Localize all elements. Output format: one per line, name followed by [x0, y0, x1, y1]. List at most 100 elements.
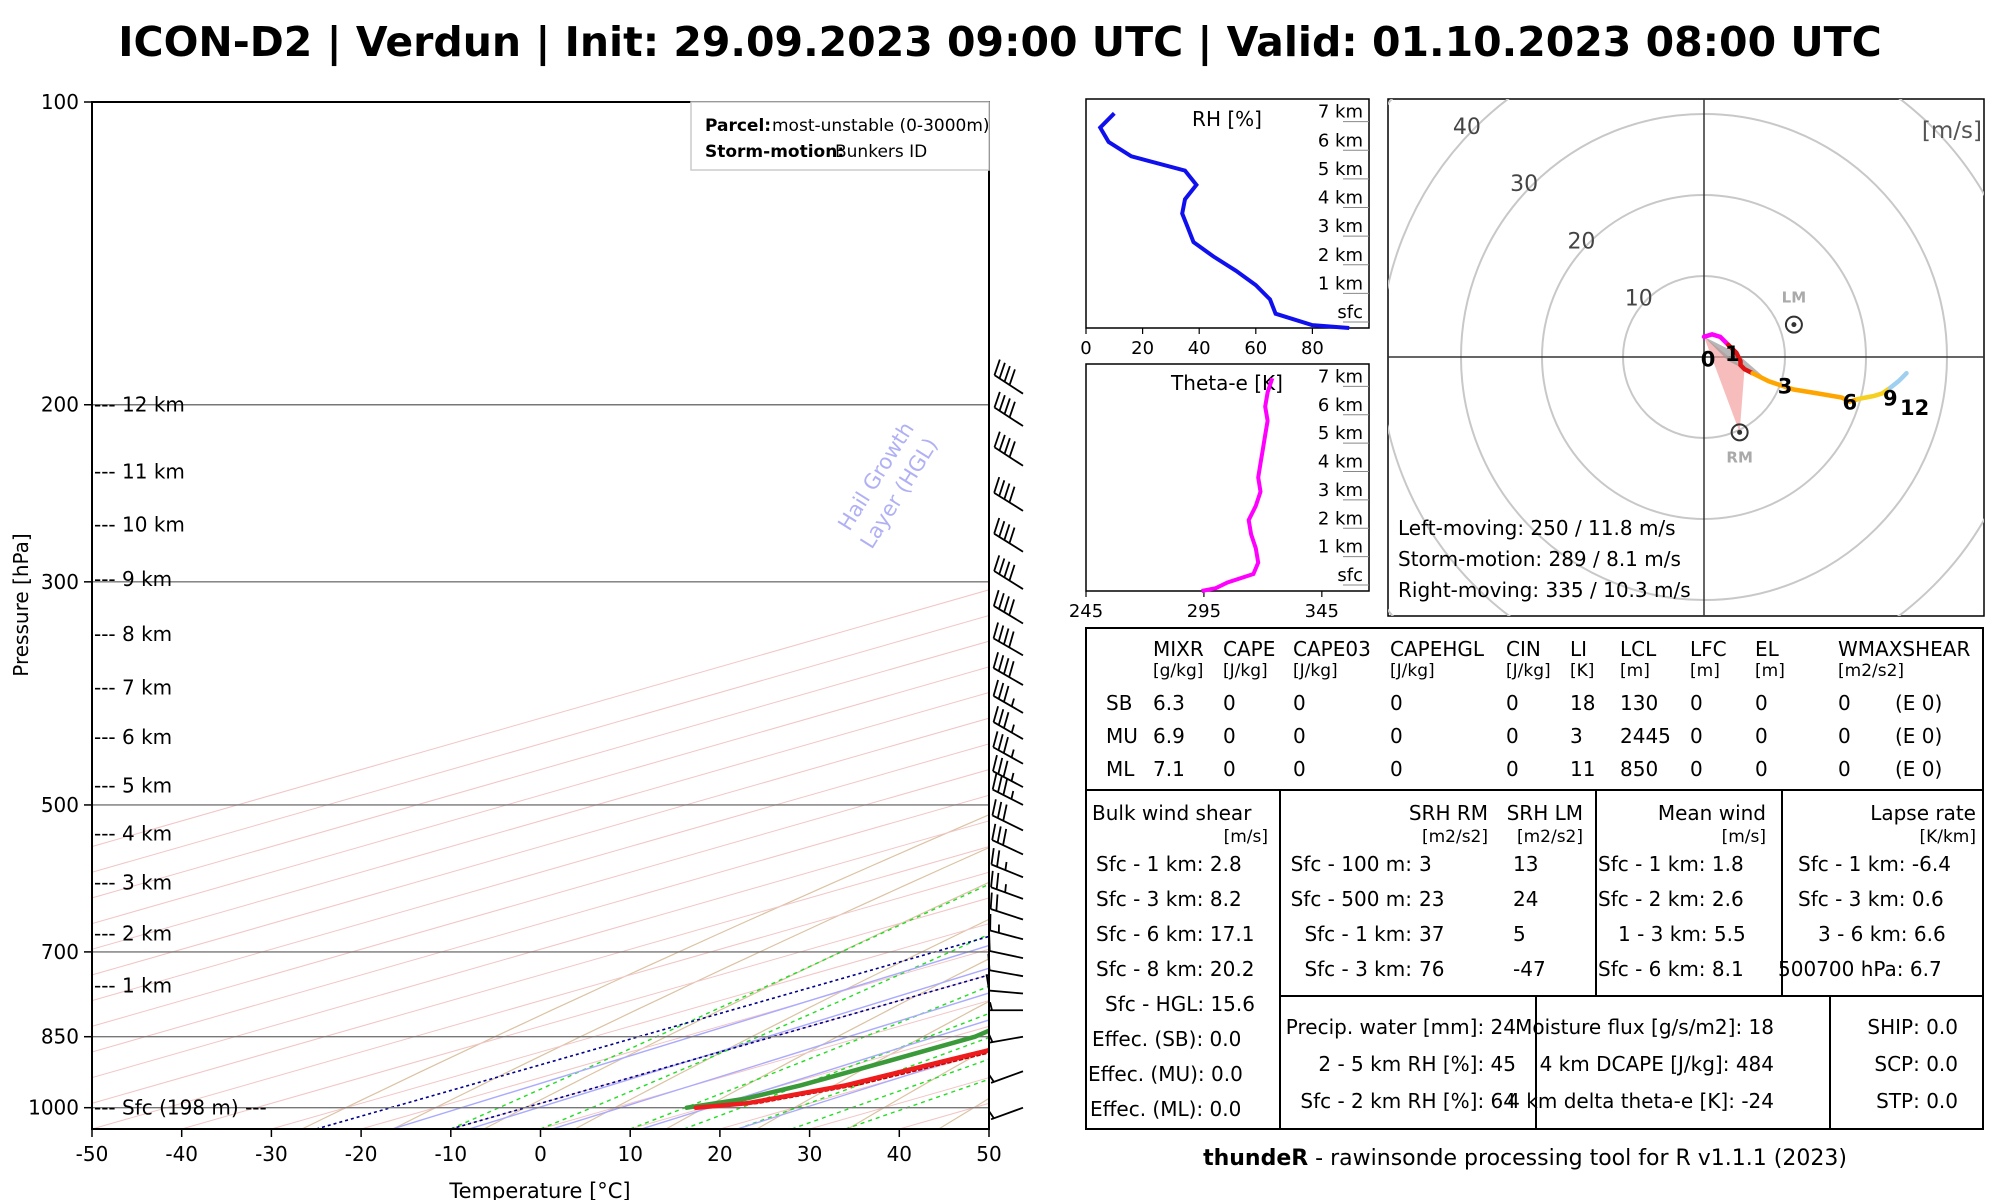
mean-wind-unit: [m/s] — [1722, 827, 1766, 847]
param-column-unit: [m] — [1755, 661, 1785, 681]
moisture-row: 2 - 5 km RH [%]: 45 — [1318, 1052, 1516, 1076]
y-tick-label: 500 — [41, 793, 79, 817]
isotherm — [92, 871, 989, 1129]
wind-barb-flag — [998, 558, 1006, 575]
lapse-rate-row: 3 - 6 km: 6.6 — [1818, 922, 1946, 946]
x-axis-label: Temperature [°C] — [448, 1179, 630, 1200]
param-value: 0 — [1293, 724, 1306, 748]
mixing-ratio-line — [551, 992, 989, 1129]
wind-barb — [988, 1034, 1024, 1044]
x-tick-label: 10 — [617, 1142, 642, 1166]
srh-row-label: Sfc - 3 km: — [1304, 957, 1412, 981]
x-tick-label: 80 — [1301, 338, 1324, 359]
lapse-rate-row: 500700 hPa: 6.7 — [1778, 957, 1942, 981]
storm-motion-marker — [1784, 315, 1803, 334]
wind-barb — [992, 651, 1024, 686]
hodograph-ring-label: 10 — [1625, 287, 1653, 312]
param-value: 0 — [1390, 757, 1403, 781]
thetae-profile-line — [1201, 377, 1275, 593]
wind-barb — [990, 848, 1024, 879]
height-label: --- Sfc (198 m) --- — [94, 1096, 267, 1120]
srh-rm-title: SRH RM — [1409, 801, 1488, 825]
param-value: 0 — [1390, 724, 1403, 748]
legend-parcel-value: most-unstable (0-3000m) — [772, 116, 990, 136]
height-label: sfc — [1337, 565, 1363, 586]
srh-row-label: Sfc - 500 m: — [1291, 887, 1412, 911]
param-value: 0 — [1223, 757, 1236, 781]
param-column-header: LCL — [1620, 637, 1657, 661]
x-tick-label: 30 — [797, 1142, 822, 1166]
param-value: 6.9 — [1153, 724, 1185, 748]
storm-motion-dot — [1791, 322, 1797, 328]
param-value: 0 — [1838, 757, 1851, 781]
wind-barb-flag — [998, 520, 1006, 538]
wind-barb-flag — [998, 480, 1006, 497]
param-value: 0 — [1690, 757, 1703, 781]
wind-barb-flag — [1008, 401, 1016, 418]
composite-row: STP: 0.0 — [1876, 1089, 1958, 1113]
param-value: (E 0) — [1895, 691, 1942, 715]
dry-adiabat — [756, 1000, 989, 1129]
wind-barb — [989, 913, 1024, 941]
height-label: 3 km — [1318, 480, 1363, 501]
wind-barb-flag — [1002, 778, 1008, 796]
x-tick-label: 20 — [1131, 338, 1154, 359]
param-value: 0 — [1223, 691, 1236, 715]
moist-adiabat — [737, 1036, 989, 1129]
wind-barb — [987, 953, 1024, 978]
isotherm — [92, 820, 989, 1079]
height-label: --- 7 km — [94, 675, 172, 699]
height-label: --- 1 km — [94, 974, 172, 998]
param-column-header: CIN — [1506, 637, 1541, 661]
srh-lm-value: 5 — [1513, 922, 1526, 946]
wind-barb-half-flag — [1010, 772, 1015, 782]
height-label: 4 km — [1318, 188, 1363, 209]
moisture-row: Sfc - 2 km RH [%]: 64 — [1300, 1089, 1516, 1113]
hodo-annotation-motion: Storm-motion: 289 / 8.1 m/s — [1398, 547, 1681, 571]
wind-barb — [990, 870, 1024, 900]
param-value: 0 — [1690, 724, 1703, 748]
rh-panel: RH [%] 0 20 40 60 80 sfc 1 km 2 km 3 km 4 km 5 km 6… — [1080, 98, 1370, 359]
height-label: --- 5 km — [94, 773, 172, 797]
footer-text: - rawinsonde processing tool for R v1.1.… — [1308, 1146, 1847, 1171]
wind-barb-half-flag — [1004, 861, 1008, 871]
bulk-shear-row: Sfc - 6 km: 17.1 — [1096, 922, 1254, 946]
height-label: --- 2 km — [94, 921, 172, 945]
srh-lm-value: -47 — [1513, 957, 1546, 981]
param-column-unit: [J/kg] — [1293, 661, 1338, 681]
wind-barb-flag — [998, 434, 1006, 451]
wind-barb-half-flag — [1010, 724, 1015, 733]
height-label: 3 km — [1318, 216, 1363, 237]
y-tick-label: 850 — [41, 1025, 79, 1049]
wind-barb-flag — [993, 517, 1001, 534]
param-column-header: WMAXSHEAR — [1838, 637, 1970, 661]
param-row-label: MU — [1106, 724, 1138, 748]
legend-parcel-label: Parcel: — [705, 116, 771, 136]
wind-barb-flag — [997, 775, 1003, 793]
isotherm — [92, 769, 989, 1027]
mixing-ratio-line — [391, 944, 989, 1129]
wind-barb-half-flag — [988, 1110, 995, 1119]
lapse-rate-unit: [K/km] — [1919, 827, 1976, 847]
isotherm — [360, 948, 989, 1129]
wind-barb-flag — [1002, 828, 1008, 846]
hodograph-height-marker: 3 — [1778, 374, 1793, 398]
srh-row-label: Sfc - 1 km: — [1304, 922, 1412, 946]
wind-barb-flag — [1008, 631, 1015, 648]
srh-rm-value: 23 — [1419, 887, 1444, 911]
param-column-unit: [J/kg] — [1390, 661, 1435, 681]
wind-barb-flag — [992, 679, 999, 697]
srh-rm-value: 37 — [1419, 922, 1444, 946]
wind-barb-flag — [1008, 369, 1016, 386]
x-tick-label: 50 — [976, 1142, 1001, 1166]
wind-barb-flag — [1003, 365, 1011, 382]
param-column-header: CAPE — [1223, 637, 1275, 661]
param-value: 0 — [1755, 757, 1768, 781]
param-value: 3 — [1570, 724, 1583, 748]
wind-barb-staff — [989, 950, 1024, 959]
wind-barb — [989, 892, 1024, 921]
bulk-shear-row: Effec. (ML): 0.0 — [1090, 1097, 1241, 1121]
wind-barb-flag — [996, 826, 1002, 843]
height-label: --- 6 km — [94, 725, 172, 749]
wind-barb-half-flag — [989, 1002, 993, 1011]
